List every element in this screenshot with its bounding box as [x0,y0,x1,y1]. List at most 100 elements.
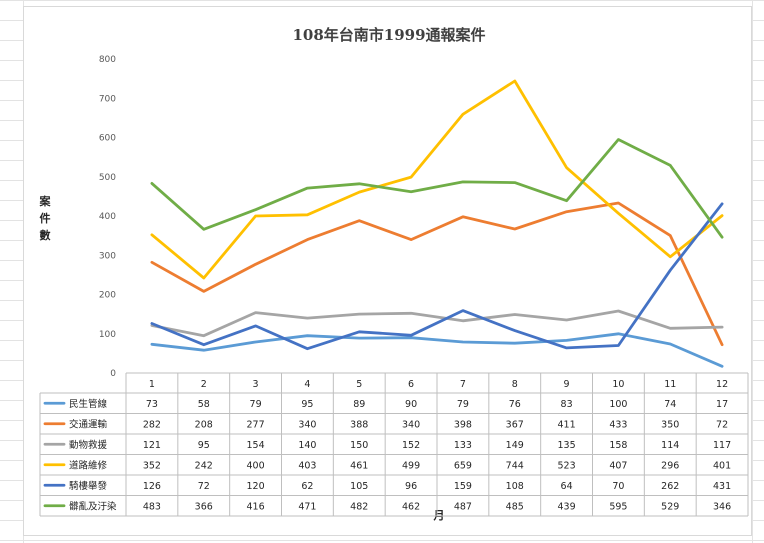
data-label: 140 [298,440,316,451]
y-tick-label: 500 [99,173,116,183]
data-label: 744 [506,460,524,471]
data-label: 340 [402,419,420,430]
data-label: 439 [558,501,576,512]
data-label: 277 [247,419,265,430]
data-label: 352 [143,460,161,471]
legend-label: 動物救援 [69,439,108,451]
legend-label: 交通運輸 [69,418,108,430]
data-label: 340 [298,419,316,430]
series-line [150,202,724,351]
data-label: 242 [195,460,213,471]
y-axis-title-char: 數 [40,228,51,242]
chart-title: 108年台南市1999通報案件 [292,26,485,44]
data-label: 433 [609,419,627,430]
data-label: 135 [558,440,576,451]
data-label: 72 [198,481,210,492]
y-tick-label: 0 [110,369,116,379]
data-label: 388 [350,419,368,430]
data-label: 64 [561,481,573,492]
data-label: 149 [506,440,524,451]
data-label: 120 [247,481,265,492]
x-tick-label: 11 [664,379,676,390]
data-label: 73 [146,399,158,410]
data-label: 154 [247,440,265,451]
x-tick-label: 10 [612,379,624,390]
data-label: 79 [250,399,262,410]
data-label: 529 [661,501,679,512]
data-label: 471 [298,501,316,512]
data-label: 105 [350,481,368,492]
data-label: 282 [143,419,161,430]
data-label: 96 [405,481,417,492]
legend-label: 民生管線 [69,398,108,410]
data-label: 126 [143,481,161,492]
y-axis-title-char: 件 [40,211,51,225]
data-label: 152 [402,440,420,451]
series-line [150,138,724,239]
line-chart: 108年台南市1999通報案件 案件數 月 010020030040050060… [39,26,749,522]
data-label: 296 [661,460,679,471]
data-label: 262 [661,481,679,492]
x-tick-label: 12 [716,379,728,390]
data-label: 159 [454,481,472,492]
data-label: 487 [454,501,472,512]
series-line [150,201,724,347]
y-axis-ticks: 0 100 200 300 400 500 600 700 800 [99,55,116,379]
data-label: 100 [609,399,627,410]
data-label: 483 [143,501,161,512]
data-label: 431 [713,481,731,492]
data-label: 403 [298,460,316,471]
data-label: 72 [716,419,728,430]
x-tick-label: 4 [304,379,310,390]
x-tick-label: 8 [512,379,518,390]
x-tick-label: 7 [460,379,466,390]
data-label: 595 [609,501,627,512]
x-tick-label: 6 [408,379,414,390]
data-label: 462 [402,501,420,512]
data-label: 74 [664,399,676,410]
data-label: 114 [661,440,679,451]
data-label: 95 [198,440,210,451]
data-label: 401 [713,460,731,471]
series-lines [150,79,724,368]
data-label: 398 [454,419,472,430]
data-label: 346 [713,501,731,512]
data-label: 121 [143,440,161,451]
legend-label: 道路維修 [69,459,108,471]
data-label: 208 [195,419,213,430]
data-label: 83 [561,399,573,410]
data-label: 411 [558,419,576,430]
x-tick-label: 5 [356,379,362,390]
data-label: 461 [350,460,368,471]
data-label: 89 [353,399,365,410]
y-tick-label: 400 [99,212,116,222]
data-label: 70 [612,481,624,492]
data-label: 400 [247,460,265,471]
data-label: 485 [506,501,524,512]
data-label: 58 [198,399,210,410]
data-label: 90 [405,399,417,410]
data-label: 523 [558,460,576,471]
chart-area[interactable]: 108年台南市1999通報案件 案件數 月 0 100 200 300 400 500 60… [23,6,752,536]
data-label: 366 [195,501,213,512]
legend-label: 髒亂及汙染 [69,500,117,512]
data-label: 407 [609,460,627,471]
y-tick-label: 100 [99,330,116,340]
y-tick-label: 300 [99,251,116,261]
y-axis-title: 案件數 [39,194,52,242]
x-tick-label: 1 [149,379,155,390]
y-tick-label: 800 [99,55,116,65]
data-label: 108 [506,481,524,492]
data-label: 158 [609,440,627,451]
data-label: 76 [509,399,521,410]
data-label: 117 [713,440,731,451]
data-label: 95 [301,399,313,410]
series-line [150,309,724,338]
y-tick-label: 200 [99,291,116,301]
y-tick-label: 600 [99,134,116,144]
data-label: 499 [402,460,420,471]
data-label: 659 [454,460,472,471]
data-label: 133 [454,440,472,451]
series-line [150,79,724,280]
